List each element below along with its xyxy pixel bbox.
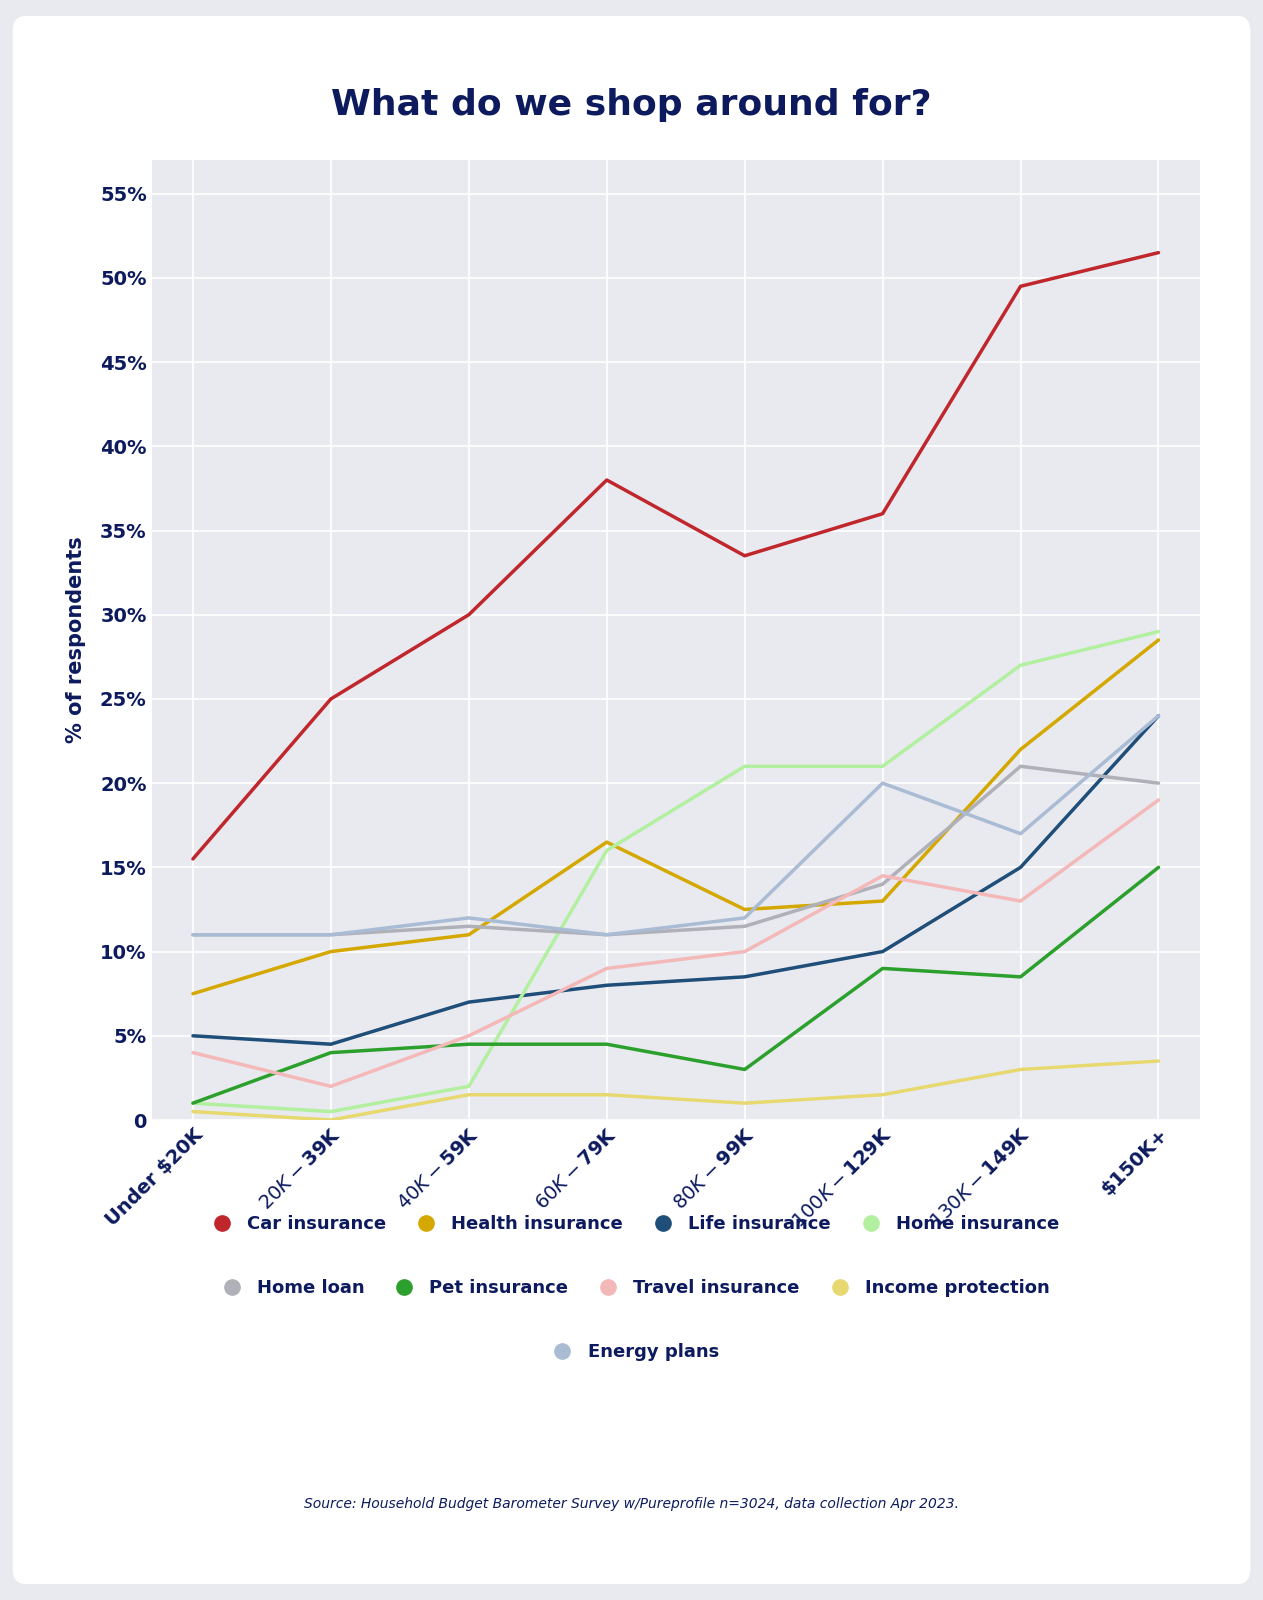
Text: What do we shop around for?: What do we shop around for?	[331, 88, 932, 122]
Y-axis label: % of respondents: % of respondents	[66, 536, 86, 744]
Legend: Car insurance, Health insurance, Life insurance, Home insurance: Car insurance, Health insurance, Life in…	[203, 1214, 1060, 1234]
Legend: Energy plans: Energy plans	[544, 1342, 719, 1362]
FancyBboxPatch shape	[13, 16, 1250, 1584]
Legend: Home loan, Pet insurance, Travel insurance, Income protection: Home loan, Pet insurance, Travel insuran…	[213, 1278, 1050, 1298]
Text: Source: Household Budget Barometer Survey w/Pureprofile n=3024, data collection : Source: Household Budget Barometer Surve…	[304, 1498, 959, 1510]
